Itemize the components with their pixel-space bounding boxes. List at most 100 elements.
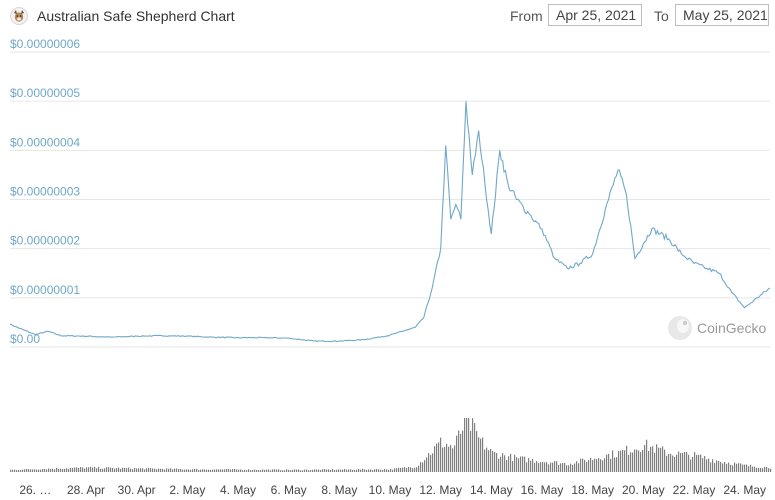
volume-bar <box>406 468 408 472</box>
volume-bar <box>668 453 670 472</box>
volume-bar <box>412 468 414 472</box>
volume-bar <box>404 467 406 472</box>
y-tick-label: $0.00000006 <box>10 37 80 51</box>
volume-bar <box>582 458 584 472</box>
volume-bar <box>120 468 122 472</box>
to-date-input[interactable]: May 25, 2021 <box>675 4 769 26</box>
volume-bar <box>678 451 680 472</box>
volume-bar <box>354 469 356 472</box>
volume-bar <box>306 469 308 472</box>
volume-bar <box>532 458 534 472</box>
volume-bar <box>684 452 686 472</box>
volume-bar <box>168 468 170 472</box>
volume-bar <box>488 450 490 472</box>
volume-bar <box>448 446 450 472</box>
volume-bar <box>552 462 554 472</box>
volume-bar <box>208 469 210 472</box>
volume-bar <box>290 470 292 472</box>
volume-bar <box>204 469 206 472</box>
volume-bar <box>366 469 368 472</box>
volume-bar <box>528 458 530 472</box>
volume-bar <box>556 461 558 472</box>
volume-bar <box>392 469 394 472</box>
x-axis-labels: 26. … 28. Apr 30. Apr 2. May 4. May 6. May 8. … <box>19 483 766 497</box>
volume-bar <box>32 469 34 472</box>
volume-bar <box>14 469 16 472</box>
volume-bar <box>24 469 26 472</box>
volume-bar <box>584 460 586 472</box>
volume-bar <box>580 458 582 472</box>
volume-bar <box>522 456 524 472</box>
volume-bar <box>446 443 448 472</box>
volume-bar <box>400 467 402 472</box>
x-tick-label: 22. May <box>673 483 716 497</box>
volume-bar <box>200 469 202 472</box>
volume-bar <box>614 457 616 472</box>
price-series-line[interactable] <box>9 101 771 343</box>
volume-bar <box>214 469 216 472</box>
volume-bar <box>426 457 428 472</box>
volume-bar <box>268 469 270 472</box>
volume-bar <box>578 463 580 472</box>
volume-bar <box>70 467 72 472</box>
volume-bar <box>530 460 532 472</box>
volume-bar <box>664 449 666 472</box>
volume-bar <box>760 467 762 472</box>
volume-bar <box>340 469 342 472</box>
volume-bar <box>450 445 452 472</box>
volume-bar <box>122 467 124 472</box>
volume-bar <box>748 466 750 472</box>
volume-bar <box>454 445 456 472</box>
volume-bar <box>436 443 438 472</box>
coin-logo-icon <box>10 7 28 25</box>
volume-bar <box>478 437 480 472</box>
volume-bar <box>440 437 442 472</box>
x-tick-label: 14. May <box>470 483 513 497</box>
volume-bar <box>390 468 392 472</box>
volume-bar <box>66 468 68 472</box>
volume-bar <box>470 430 472 472</box>
volume-bar <box>16 470 18 472</box>
volume-bar <box>610 458 612 472</box>
volume-bar <box>616 457 618 472</box>
volume-bar <box>314 469 316 472</box>
volume-bar <box>542 461 544 472</box>
x-tick-label: 8. May <box>321 483 357 497</box>
volume-bar <box>320 470 322 472</box>
volume-bar <box>722 463 724 472</box>
volume-bar <box>742 464 744 472</box>
volume-bar <box>596 459 598 472</box>
volume-bar <box>572 464 574 472</box>
volume-bar <box>10 469 12 472</box>
volume-bar <box>296 469 298 472</box>
volume-bar <box>660 447 662 472</box>
volume-bar <box>702 458 704 472</box>
volume-bar <box>724 462 726 472</box>
volume-bar <box>288 469 290 472</box>
volume-bar <box>318 469 320 472</box>
from-date-input[interactable]: Apr 25, 2021 <box>548 4 642 26</box>
volume-bar <box>252 469 254 472</box>
volume-bar <box>504 455 506 472</box>
volume-bar <box>712 459 714 472</box>
x-tick-label: 24. May <box>723 483 766 497</box>
volume-bar <box>564 462 566 472</box>
volume-bar <box>630 452 632 472</box>
volume-bar <box>302 470 304 472</box>
volume-bar <box>758 467 760 472</box>
volume-bar <box>362 468 364 472</box>
volume-bar <box>644 445 646 472</box>
volume-bar <box>686 451 688 472</box>
volume-bar <box>338 469 340 472</box>
volume-bar <box>194 468 196 472</box>
volume-bar <box>512 461 514 472</box>
volume-bar <box>430 455 432 472</box>
volume-bar <box>444 446 446 472</box>
volume-bar <box>44 469 46 472</box>
volume-bar <box>586 461 588 472</box>
volume-bar <box>646 439 648 472</box>
y-axis-labels: $0.00 $0.00000001 $0.00000002 $0.00000003 $0… <box>10 37 80 346</box>
volume-bar <box>328 469 330 472</box>
volume-bar <box>602 460 604 472</box>
